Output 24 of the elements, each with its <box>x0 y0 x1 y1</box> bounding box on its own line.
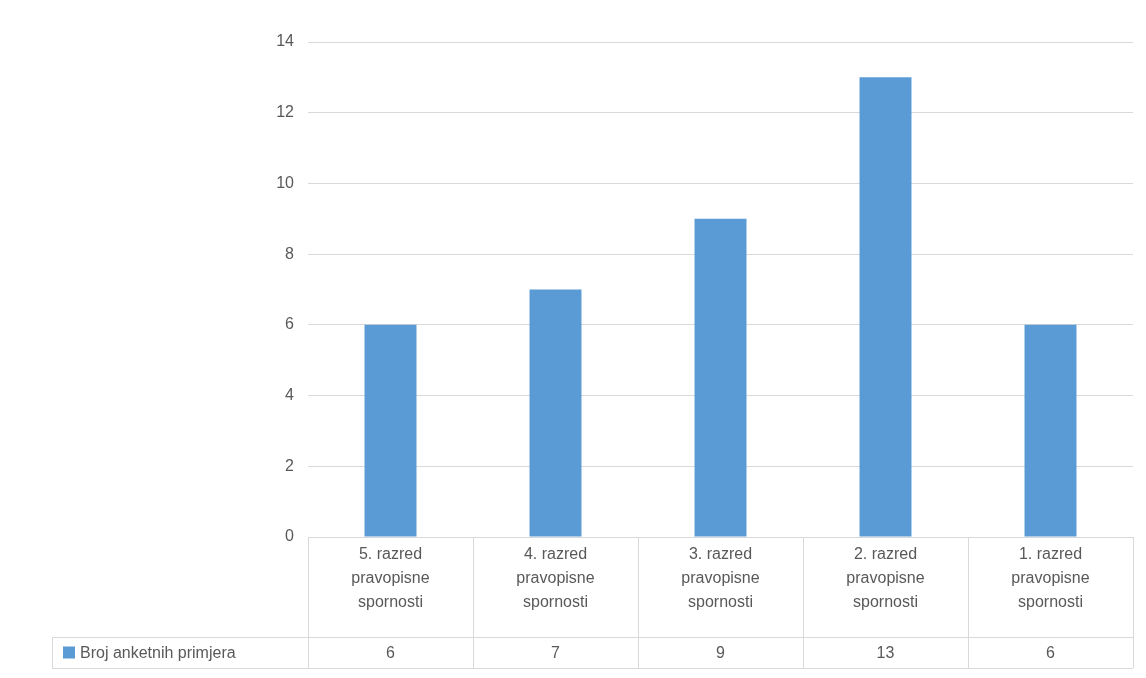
y-tick-label: 4 <box>285 385 295 403</box>
y-tick-label: 10 <box>276 173 295 191</box>
y-tick-label: 12 <box>276 103 295 121</box>
data-label: 13 <box>876 643 895 661</box>
x-tick-label: 3. razred pravopisne spornosti <box>681 545 760 611</box>
y-tick-label: 8 <box>285 244 295 262</box>
data-label: 9 <box>716 643 726 661</box>
bar <box>694 218 747 537</box>
x-tick-label: 4. razred pravopisne spornosti <box>516 545 595 611</box>
y-tick-label: 2 <box>285 456 295 474</box>
y-tick-label: 0 <box>285 527 295 545</box>
x-tick-label: 2. razred pravopisne spornosti <box>846 545 925 611</box>
y-tick-label: 14 <box>276 32 295 50</box>
bar <box>529 289 582 537</box>
bar <box>364 324 417 537</box>
bar <box>1024 324 1077 537</box>
y-tick-label: 6 <box>285 315 295 333</box>
x-tick-label: 5. razred pravopisne spornosti <box>351 545 430 611</box>
bar <box>859 77 912 537</box>
data-label: 7 <box>551 643 561 661</box>
data-label: 6 <box>386 643 396 661</box>
legend-label: Broj anketnih primjera <box>80 643 236 661</box>
data-label: 6 <box>1046 643 1056 661</box>
x-tick-label: 1. razred pravopisne spornosti <box>1011 545 1090 611</box>
